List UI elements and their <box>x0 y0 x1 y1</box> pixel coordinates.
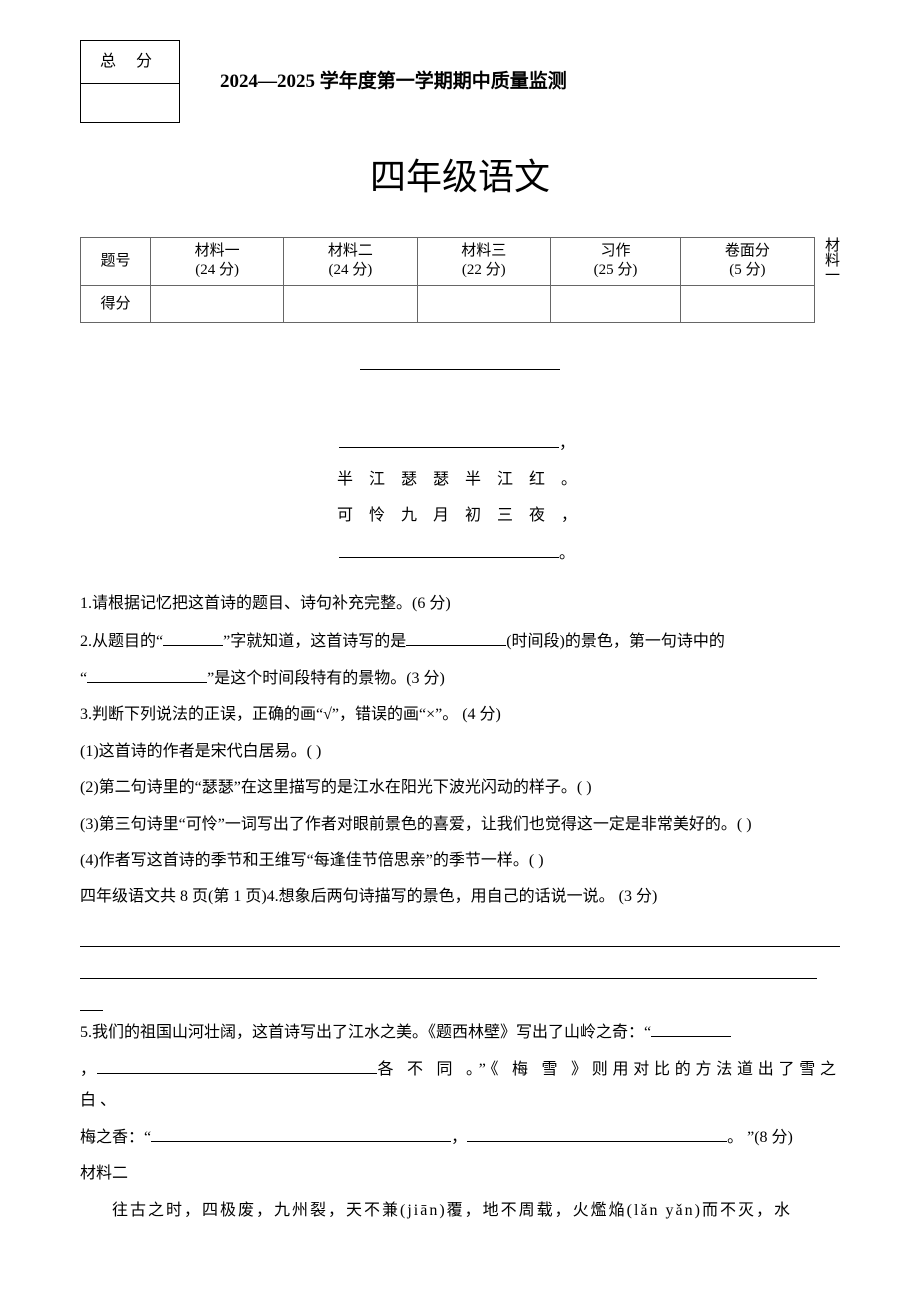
question-3-item2: (2)第二句诗里的“瑟瑟”在这里描写的是江水在阳光下波光闪动的样子。( ) <box>80 773 840 803</box>
score-cell <box>284 285 417 323</box>
total-score-box: 总 分 <box>80 40 180 123</box>
question-3-item3: (3)第三句诗里“可怜”一词写出了作者对眼前景色的喜爱，让我们也觉得这一定是非常… <box>80 810 840 840</box>
answer-line <box>80 983 103 1011</box>
total-score-value <box>81 84 179 122</box>
score-cell <box>151 285 284 323</box>
blank <box>651 1017 731 1037</box>
question-3-intro: 3.判断下列说法的正误，正确的画“√”，错误的画“×”。 (4 分) <box>80 700 840 730</box>
material2-label: 材料二 <box>80 1159 840 1189</box>
poem-line2: 半 江 瑟 瑟 半 江 红 。 <box>80 465 840 495</box>
subject-title: 四年级语文 <box>80 143 840 211</box>
poem-title-blank <box>360 348 560 370</box>
question-5-line2: ，各 不 同 。”《 梅 雪 》则用对比的方法道出了雪之白、 <box>80 1054 840 1116</box>
score-cell <box>681 285 814 323</box>
score-cell <box>417 285 550 323</box>
blank <box>467 1122 727 1142</box>
material1-side-label: 材料一 <box>821 237 841 282</box>
total-score-label: 总 分 <box>81 41 179 84</box>
answer-line <box>80 919 840 947</box>
question-5: 5.我们的祖国山河壮阔，这首诗写出了江水之美。《题西林壁》写出了山岭之奇：“ <box>80 1017 840 1048</box>
score-cell <box>550 285 680 323</box>
exam-title: 2024—2025 学年度第一学期期中质量监测 <box>220 64 567 100</box>
answer-line <box>80 951 817 979</box>
blank <box>151 1122 451 1142</box>
poem-block: ， 半 江 瑟 瑟 半 江 红 。 可 怜 九 月 初 三 夜 ， 。 <box>80 348 840 569</box>
col-material2: 材料二(24 分) <box>284 237 417 285</box>
col-essay: 习作(25 分) <box>550 237 680 285</box>
score-table: 题号 材料一(24 分) 材料二(24 分) 材料三(22 分) 习作(25 分… <box>80 237 815 324</box>
col-material3: 材料三(22 分) <box>417 237 550 285</box>
question-5-line3: 梅之香：“，。 ”(8 分) <box>80 1122 840 1153</box>
question-2-line2: “”是这个时间段特有的景物。(3 分) <box>80 663 840 694</box>
blank <box>406 626 506 646</box>
question-1: 1.请根据记忆把这首诗的题目、诗句补充完整。(6 分) <box>80 589 840 619</box>
blank <box>163 626 223 646</box>
blank <box>97 1054 377 1074</box>
poem-line4-blank: 。 <box>80 538 840 569</box>
row-header-score: 得分 <box>81 285 151 323</box>
col-presentation: 卷面分(5 分) <box>681 237 814 285</box>
blank <box>87 663 207 683</box>
row-header-number: 题号 <box>81 237 151 285</box>
question-3-item4: (4)作者写这首诗的季节和王维写“每逢佳节倍思亲”的季节一样。( ) <box>80 846 840 876</box>
question-3-item1: (1)这首诗的作者是宋代白居易。( ) <box>80 737 840 767</box>
col-material1: 材料一(24 分) <box>151 237 284 285</box>
question-4: 四年级语文共 8 页(第 1 页)4.想象后两句诗描写的景色，用自己的话说一说。… <box>80 882 840 912</box>
poem-line1-blank: ， <box>80 428 840 459</box>
material2-text: 往古之时，四极废，九州裂，天不兼(jiān)覆，地不周载，火爁焔(lǎn yǎn… <box>80 1196 840 1226</box>
question-2: 2.从题目的“”字就知道，这首诗写的是(时间段)的景色，第一句诗中的 <box>80 626 840 657</box>
poem-line3: 可 怜 九 月 初 三 夜 ， <box>80 501 840 531</box>
